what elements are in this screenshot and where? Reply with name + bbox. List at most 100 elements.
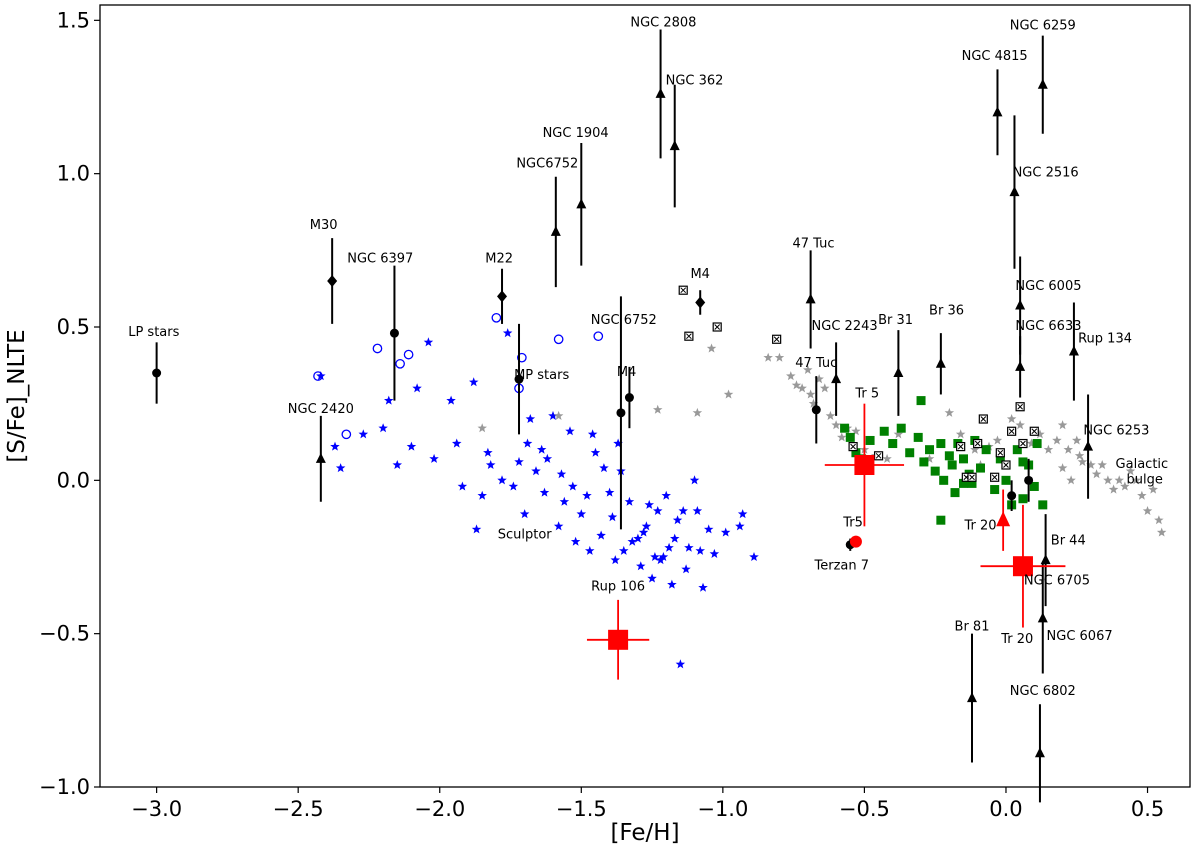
boxed-cross-mark [875,452,882,459]
star-point [522,438,533,448]
star-point [924,453,935,463]
annotation-label: NGC 6752 [591,313,657,328]
annotation-label: NGC 6253 [1083,423,1149,438]
triangle-point [992,106,1003,117]
star-point [803,364,813,374]
annotation-label: bulge [1127,472,1163,487]
green-square-point [995,454,1005,464]
annotation-label: NGC 6259 [1010,19,1076,34]
annotation-label: M4 [690,267,710,282]
annotation-label: NGC 6005 [1015,279,1081,294]
star-point [619,545,629,555]
triangle-point [935,357,946,368]
boxed-cross-mark [1003,462,1009,468]
star-point [582,490,592,500]
green-square-point [967,478,977,488]
boxed-cross-mark [850,443,856,450]
x-tick-label: −2.5 [273,797,324,821]
star-point [1108,484,1119,494]
star-point [636,561,646,571]
boxed-cross-mark [974,440,981,447]
star-point [1052,435,1062,445]
star-point [737,509,748,519]
green-square-point [913,432,923,442]
red-triangle-point [996,511,1011,527]
star-point [1125,466,1136,476]
star-point [1086,460,1096,469]
triangle-point [576,198,587,209]
star-point [692,407,703,417]
x-tick-label: −3.0 [131,797,182,821]
x-tick-label: 0.5 [1131,797,1164,821]
circle-point [1007,491,1017,501]
star-point [689,475,700,485]
triangle-point [1040,554,1051,565]
triangle-point [655,87,666,98]
annotation-label: NGC 2420 [288,402,354,417]
star-point [429,453,439,463]
star-point [970,444,980,454]
boxed-cross-mark [680,287,687,294]
green-square-point [916,396,926,406]
y-tick-label: 1.5 [57,8,90,32]
star-point [797,383,807,393]
star-point [684,542,694,552]
annotation-label: LP stars [128,325,179,340]
star-point [604,487,615,497]
star-point [805,389,816,399]
boxed-cross-mark [997,449,1004,456]
star-point [1097,460,1107,469]
star-point [653,404,663,414]
circle-point [624,393,634,403]
star-point [423,337,434,347]
star-point [358,429,369,439]
star-point [664,542,674,552]
star-point [1077,456,1088,466]
star-point [624,496,635,506]
x-tick-label: −1.5 [556,797,607,821]
triangle-point [1037,78,1048,89]
annotation-label: M30 [310,218,338,233]
star-point [681,564,691,574]
circle-point [389,328,399,338]
star-point [483,447,493,457]
y-axis-label: [S/Fe]_NLTE [4,329,30,462]
star-point [446,395,456,405]
red-square-point [608,629,629,650]
triangle-point [550,225,561,236]
triangle-point [967,692,977,703]
green-square-point [845,432,855,442]
triangle-point [1015,299,1026,310]
annotation-label: Tr 5 [854,387,879,402]
annotation-label: NGC 362 [666,74,724,89]
star-point [658,552,669,561]
star-point [392,460,402,469]
triangle-point [1034,747,1045,758]
annotation-label: NGC 6705 [1024,574,1090,589]
star-point [1072,435,1082,445]
circle-point [616,408,626,418]
x-tick-label: −0.5 [839,797,890,821]
star-point [596,530,606,540]
star-point [955,429,966,439]
star-point [559,496,570,506]
x-tick-label: 0.0 [989,797,1022,821]
triangle-point [1015,360,1026,371]
star-point [709,548,720,558]
green-square-point [930,466,940,476]
x-tick-label: −2.0 [414,797,465,821]
annotation-label: Terzan 7 [814,558,870,573]
star-point [820,383,830,393]
triangle-point [1009,186,1020,197]
star-point [791,380,802,390]
star-point [378,423,388,433]
star-point [706,343,717,353]
star-point [576,509,587,519]
star-point [497,475,507,485]
star-point [678,506,688,515]
annotation-label: NGC 2516 [1013,166,1079,181]
green-square-point [905,448,915,458]
star-point [531,466,541,476]
star-point [1154,515,1164,525]
star-point [1074,450,1085,460]
